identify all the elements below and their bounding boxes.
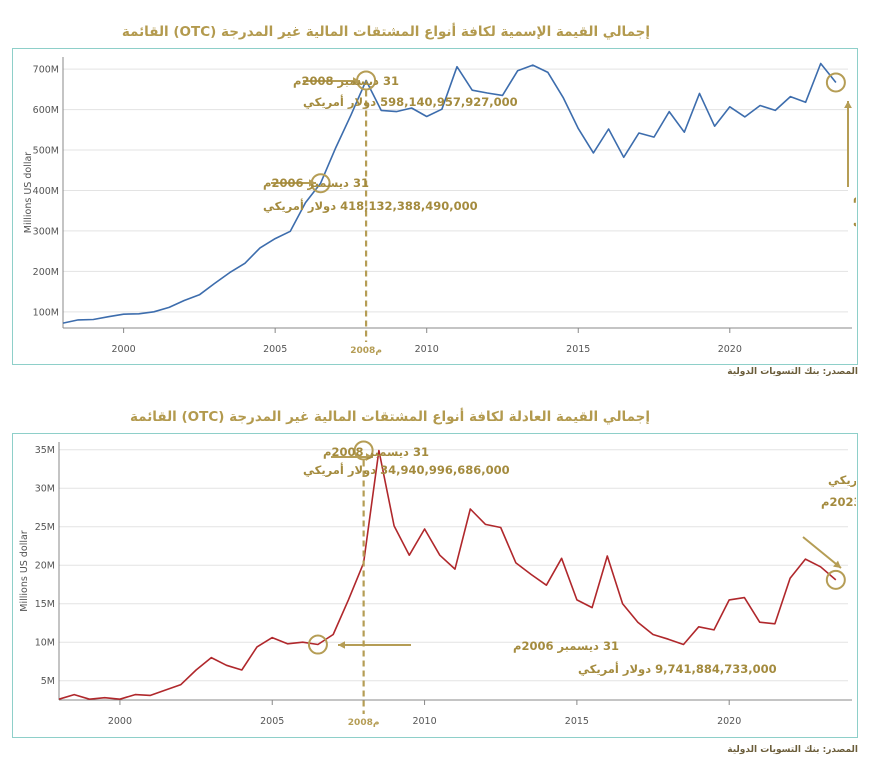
- annotation-value: 598,140,957,927,000 دولار أمريكي: [303, 94, 518, 110]
- x-tick-label: 2015: [565, 716, 589, 727]
- x-tick-label: 2020: [717, 716, 741, 727]
- y-axis-label: Millions US dollar: [23, 152, 34, 234]
- y-tick-label: 35M: [35, 445, 55, 456]
- annotation-arrowhead: [309, 179, 316, 187]
- annotation-date: 31 ديسمبر 2023م: [821, 495, 856, 509]
- chart2-source: المصدر: بنك التسويات الدولية: [727, 745, 858, 755]
- annotation-value: 418,132,388,490,000 دولار أمريكي: [263, 198, 478, 214]
- x-tick-label-2008: 2008م: [350, 346, 382, 356]
- annotation-arrowhead: [844, 101, 852, 108]
- annotation-value: 18,122,320,169,000 دولار أمريكي: [828, 472, 856, 488]
- annotation-date: 31 ديسمبر 2006م: [263, 176, 369, 190]
- annotation-date: 31 ديسمبر 2006م: [513, 639, 619, 653]
- annotation-arrowhead: [833, 560, 841, 568]
- x-tick-label: 2020: [718, 344, 742, 355]
- chart2-panel: 5M 10M 15M 20M 25M 30M 35M Millions US dollar 20…: [12, 433, 872, 738]
- chart1-plot: 100M 200M 300M 400M 500M 600M 700M Millions US …: [23, 57, 872, 356]
- y-tick-label: 500M: [33, 146, 59, 157]
- annotation-value: 34,940,996,686,000 دولار أمريكي: [303, 462, 510, 478]
- x-tick-label: 2000: [112, 344, 136, 355]
- annotation-circle: [353, 440, 374, 461]
- annotation-value: 667,058,332,649,000 دولار أمريكي: [853, 213, 856, 229]
- y-tick-label: 200M: [33, 267, 59, 278]
- x-tick-label: 2015: [566, 344, 590, 355]
- annotation-date: 31 ديسمبر 2023م: [853, 189, 856, 203]
- annotation-circle: [825, 569, 846, 590]
- y-tick-label: 15M: [35, 599, 55, 610]
- annotation-arrowhead: [353, 77, 360, 85]
- x-tick-label: 2005: [260, 716, 284, 727]
- y-tick-label: 600M: [33, 105, 59, 116]
- y-axis-label: Millions US dollar: [19, 530, 30, 612]
- annotation-arrowhead: [366, 453, 373, 461]
- annotation-date: 31 ديسمبر 2008م: [293, 74, 399, 88]
- chart1-source: المصدر: بنك التسويات الدولية: [727, 367, 858, 377]
- chart2-title: إجمالي القيمة العادلة لكافة أنواع المشتق…: [130, 409, 650, 425]
- x-tick-label-2008: 2008م: [348, 718, 380, 728]
- y-tick-label: 700M: [33, 65, 59, 76]
- x-tick-label: 2005: [263, 344, 287, 355]
- chart1-panel: 100M 200M 300M 400M 500M 600M 700M Millions US …: [12, 48, 872, 365]
- y-tick-label: 20M: [35, 561, 55, 572]
- chart1-title: إجمالي القيمة الإسمية لكافة أنواع المشتق…: [121, 24, 650, 40]
- series-line: [62, 62, 837, 324]
- chart2-plot: 5M 10M 15M 20M 25M 30M 35M Millions US dollar 20…: [19, 440, 872, 728]
- annotation-circle: [825, 72, 846, 93]
- y-tick-label: 100M: [33, 307, 59, 318]
- y-tick-label: 300M: [33, 226, 59, 237]
- y-tick-label: 10M: [35, 638, 55, 649]
- y-tick-label: 400M: [33, 186, 59, 197]
- y-tick-label: 30M: [35, 484, 55, 495]
- x-tick-label: 2010: [412, 716, 436, 727]
- annotation-value: 9,741,884,733,000 دولار أمريكي: [578, 661, 777, 677]
- x-tick-label: 2010: [415, 344, 439, 355]
- x-tick-label: 2000: [108, 716, 132, 727]
- annotation-arrowhead: [338, 641, 345, 649]
- annotation-date: 31 ديسمبر 2008م: [323, 445, 429, 459]
- y-tick-label: 5M: [41, 676, 55, 687]
- series-line: [58, 449, 837, 701]
- y-tick-label: 25M: [35, 522, 55, 533]
- annotation-arrow: [802, 536, 842, 569]
- annotation-circle: [307, 634, 328, 655]
